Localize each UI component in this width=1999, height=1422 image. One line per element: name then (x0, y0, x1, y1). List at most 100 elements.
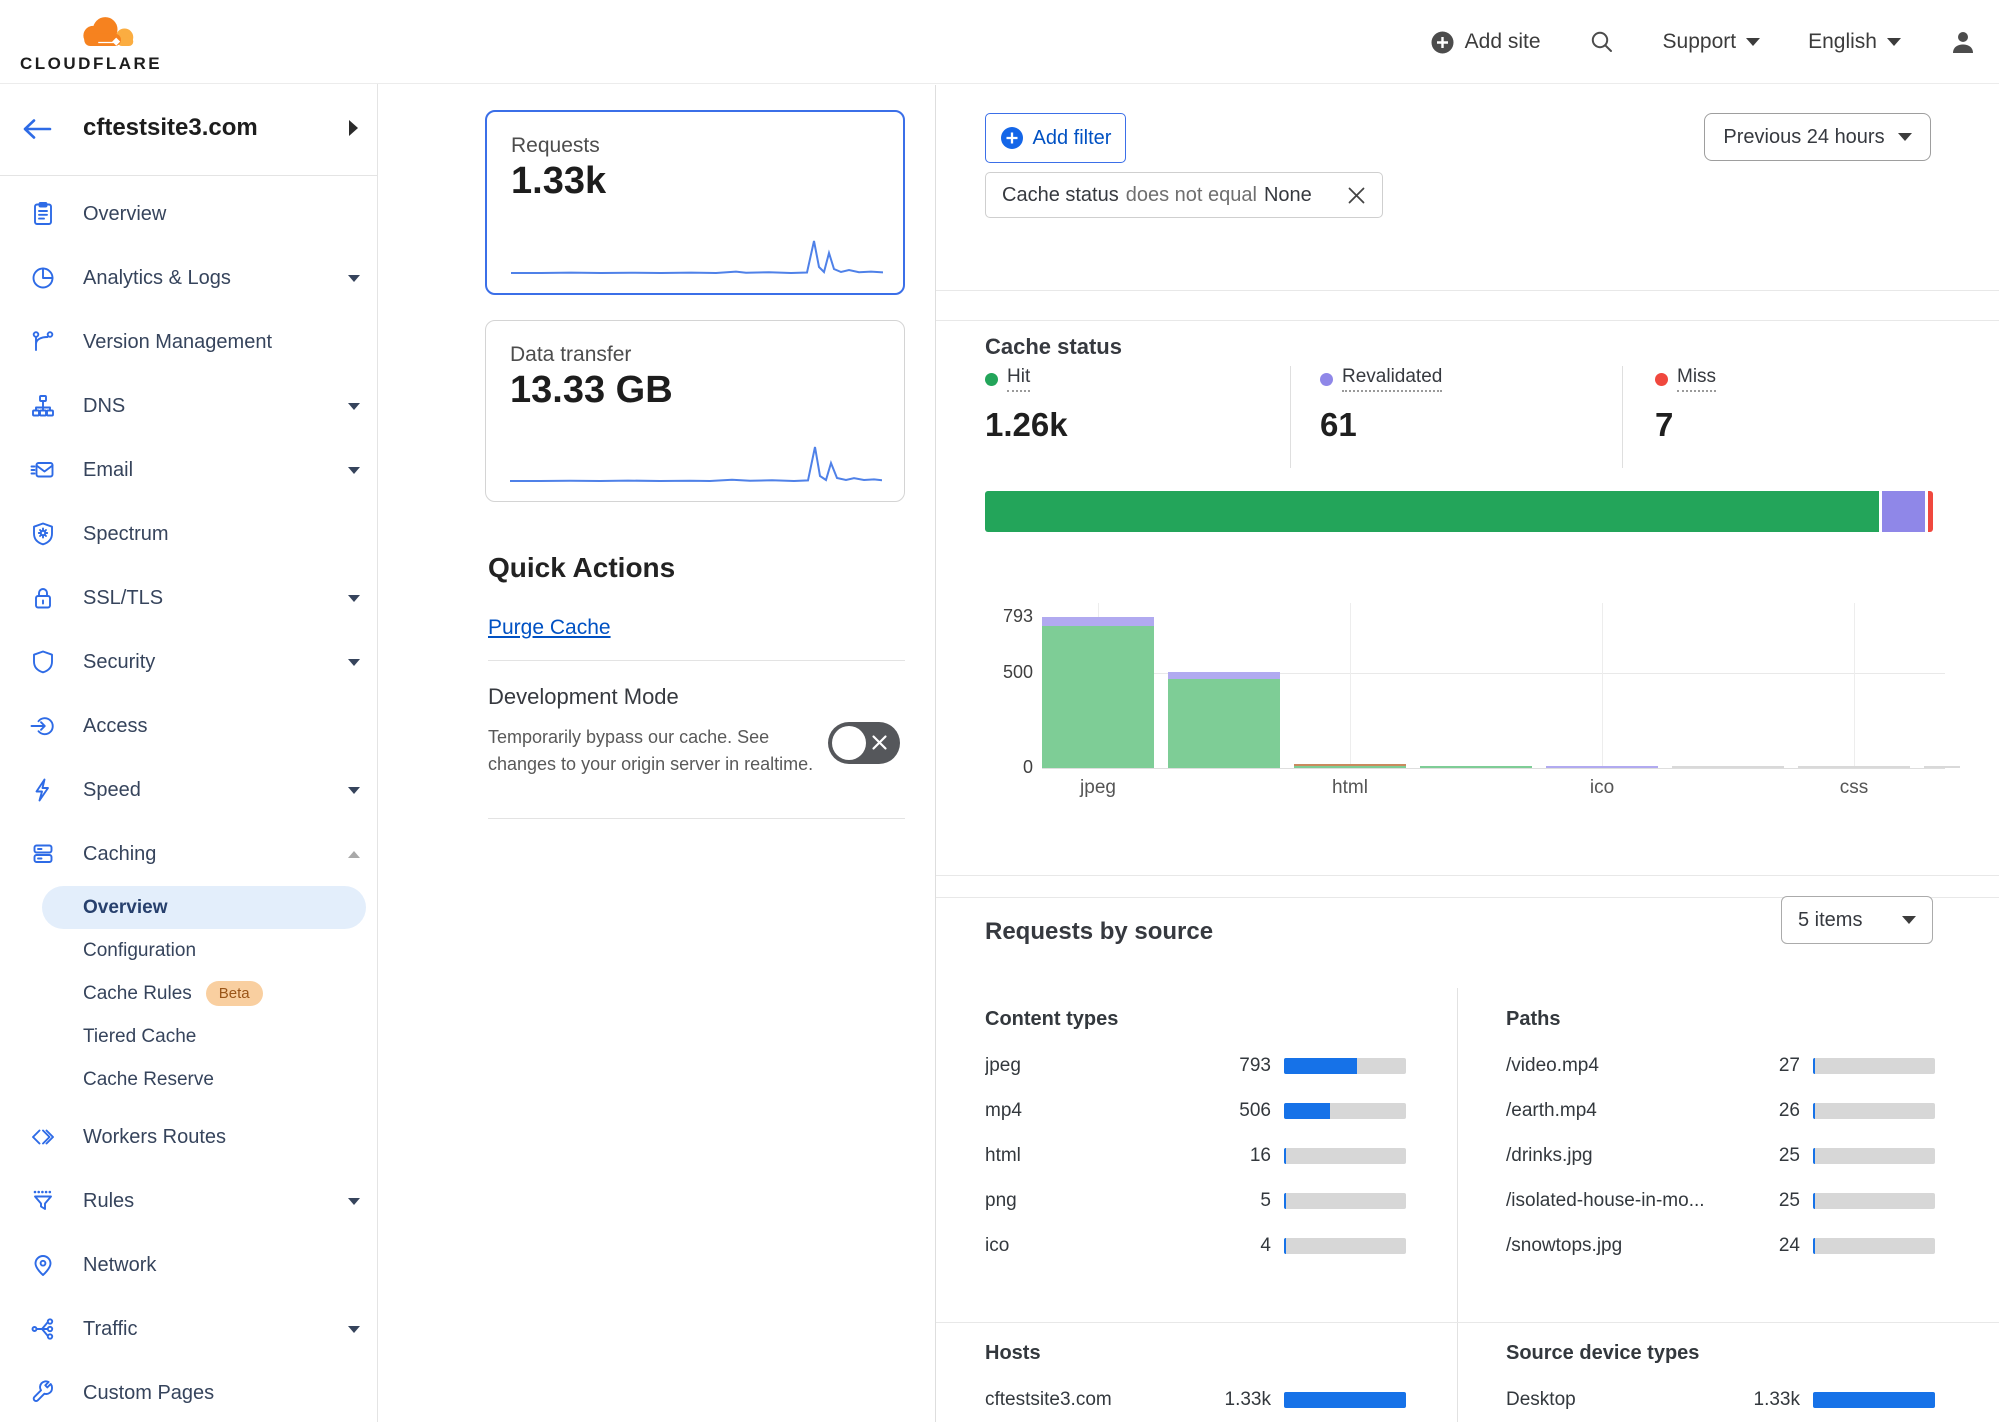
hosts-group: Hosts cftestsite3.com 1.33k (985, 1342, 1406, 1422)
metric-name[interactable]: Miss (1677, 366, 1717, 392)
row-value: 5 (1260, 1189, 1271, 1211)
development-mode-title: Development Mode (488, 684, 679, 709)
miss-dot-icon (1655, 372, 1668, 386)
sidebar-item-speed[interactable]: Speed (0, 758, 378, 822)
bar-segment (1924, 766, 1960, 768)
sidebar-item-spectrum[interactable]: Spectrum (0, 502, 378, 566)
panel-divider (935, 85, 936, 1422)
sidebar-item-network[interactable]: Network (0, 1233, 378, 1297)
sidebar-item-label: Security (83, 650, 156, 673)
sidebar-item-access[interactable]: Access (0, 694, 378, 758)
cloudflare-logo[interactable]: CLOUDFLARE (14, 6, 160, 76)
hit-dot-icon (985, 372, 998, 386)
access-icon (30, 713, 56, 739)
gridline (1602, 603, 1603, 768)
items-count-value: 5 items (1798, 908, 1863, 931)
sidebar: cftestsite3.com Overview Analytics & Logs… (0, 84, 378, 1422)
plus-circle-icon (1000, 127, 1023, 149)
sidebar-subitem-tiered-cache[interactable]: Tiered Cache (0, 1015, 378, 1058)
sidebar-subitem-overview[interactable]: Overview (42, 886, 366, 929)
sidebar-item-rules[interactable]: Rules (0, 1169, 378, 1233)
group-title: Paths (1506, 1008, 1561, 1030)
stacked-segment-miss (1928, 491, 1933, 532)
code-brackets-icon (30, 1124, 56, 1150)
sidebar-item-label: Version Management (83, 330, 273, 353)
sidebar-item-label: Analytics & Logs (83, 266, 231, 289)
cache-status-stacked-bar (985, 491, 1933, 532)
sidebar-subitem-cache-reserve[interactable]: Cache Reserve (0, 1058, 378, 1101)
wrench-icon (30, 1380, 56, 1406)
sidebar-item-workers-routes[interactable]: Workers Routes (0, 1105, 378, 1169)
row-progress-bar (1813, 1391, 1935, 1408)
remove-filter-icon[interactable] (1345, 184, 1368, 207)
sidebar-nav: Overview Analytics & Logs Version Manageme… (0, 176, 378, 1422)
user-avatar-icon[interactable] (1949, 28, 1977, 56)
row-progress-bar (1813, 1192, 1935, 1209)
row-progress-bar (1284, 1057, 1406, 1074)
sidebar-item-analytics-logs[interactable]: Analytics & Logs (0, 246, 378, 310)
add-filter-button[interactable]: Add filter (985, 113, 1126, 163)
row-progress-bar (1813, 1102, 1935, 1119)
metric-name[interactable]: Hit (1007, 366, 1031, 392)
sidebar-subitem-label: Configuration (83, 939, 197, 961)
bar-segment (1168, 672, 1280, 679)
row-progress-fill (1813, 1057, 1816, 1074)
development-mode-toggle[interactable] (828, 722, 900, 764)
purge-cache-link[interactable]: Purge Cache (488, 616, 611, 639)
language-menu[interactable]: English (1808, 30, 1901, 54)
sidebar-item-custom-pages[interactable]: Custom Pages (0, 1361, 378, 1422)
add-site-label: Add site (1464, 30, 1541, 53)
card-label: Requests (511, 134, 600, 157)
sidebar-item-label: SSL/TLS (83, 586, 164, 609)
data-transfer-summary-card[interactable]: Data transfer 13.33 GB (485, 320, 905, 502)
row-progress-bar (1284, 1102, 1406, 1119)
metric-name[interactable]: Revalidated (1342, 366, 1443, 392)
time-range-select[interactable]: Previous 24 hours (1704, 113, 1931, 161)
divider (936, 320, 1999, 321)
row-label: mp4 (985, 1099, 1022, 1121)
sidebar-subitem-label: Cache Reserve (83, 1068, 214, 1090)
row-progress-fill (1813, 1237, 1816, 1254)
chevron-right-icon[interactable] (349, 120, 358, 136)
sidebar-item-traffic[interactable]: Traffic (0, 1297, 378, 1361)
sidebar-subitem-cache-rules[interactable]: Cache Rules Beta (0, 972, 378, 1015)
sidebar-item-dns[interactable]: DNS (0, 374, 378, 438)
sidebar-item-email[interactable]: Email (0, 438, 378, 502)
sidebar-item-ssl-tls[interactable]: SSL/TLS (0, 566, 378, 630)
row-progress-bar (1813, 1147, 1935, 1164)
sidebar-subitem-configuration[interactable]: Configuration (0, 929, 378, 972)
back-arrow-icon[interactable] (20, 114, 54, 144)
sidebar-item-label: DNS (83, 394, 126, 417)
bar-segment (1042, 626, 1154, 768)
row-value: 27 (1778, 1054, 1800, 1076)
stacked-segment-hit (985, 491, 1879, 532)
sidebar-item-label: Caching (83, 842, 157, 865)
search-icon[interactable] (1589, 29, 1615, 55)
lock-icon (30, 585, 56, 611)
row-progress-bar (1813, 1057, 1935, 1074)
requests-summary-card[interactable]: Requests 1.33k (485, 110, 905, 295)
items-count-select[interactable]: 5 items (1781, 896, 1933, 944)
x-axis-tick: css (1839, 777, 1869, 798)
divider (1290, 366, 1291, 468)
revalidated-dot-icon (1320, 372, 1333, 386)
sidebar-item-overview[interactable]: Overview (0, 182, 378, 246)
source-row-jpeg: jpeg 793 (985, 1043, 1406, 1088)
cache-status-metrics: Hit 1.26k Revalidated 61 Miss 7 (985, 366, 1935, 478)
sidebar-item-version-management[interactable]: Version Management (0, 310, 378, 374)
sidebar-item-caching[interactable]: Caching (0, 822, 378, 886)
time-range-value: Previous 24 hours (1723, 125, 1885, 148)
language-label: English (1808, 30, 1877, 53)
support-menu[interactable]: Support (1663, 30, 1761, 54)
add-site-button[interactable]: Add site (1430, 30, 1541, 55)
card-label: Data transfer (510, 343, 632, 366)
source-row-isolated-house-in-mo: /isolated-house-in-mo... 25 (1506, 1178, 1935, 1223)
dns-tree-icon (30, 393, 56, 419)
row-label: html (985, 1144, 1021, 1166)
row-progress-bar (1284, 1147, 1406, 1164)
logo-wordmark: CLOUDFLARE (20, 54, 163, 73)
sidebar-subitem-label: Overview (83, 896, 168, 918)
metric-revalidated: Revalidated 61 (1320, 366, 1443, 444)
cache-status-title: Cache status (985, 334, 1122, 359)
sidebar-item-security[interactable]: Security (0, 630, 378, 694)
